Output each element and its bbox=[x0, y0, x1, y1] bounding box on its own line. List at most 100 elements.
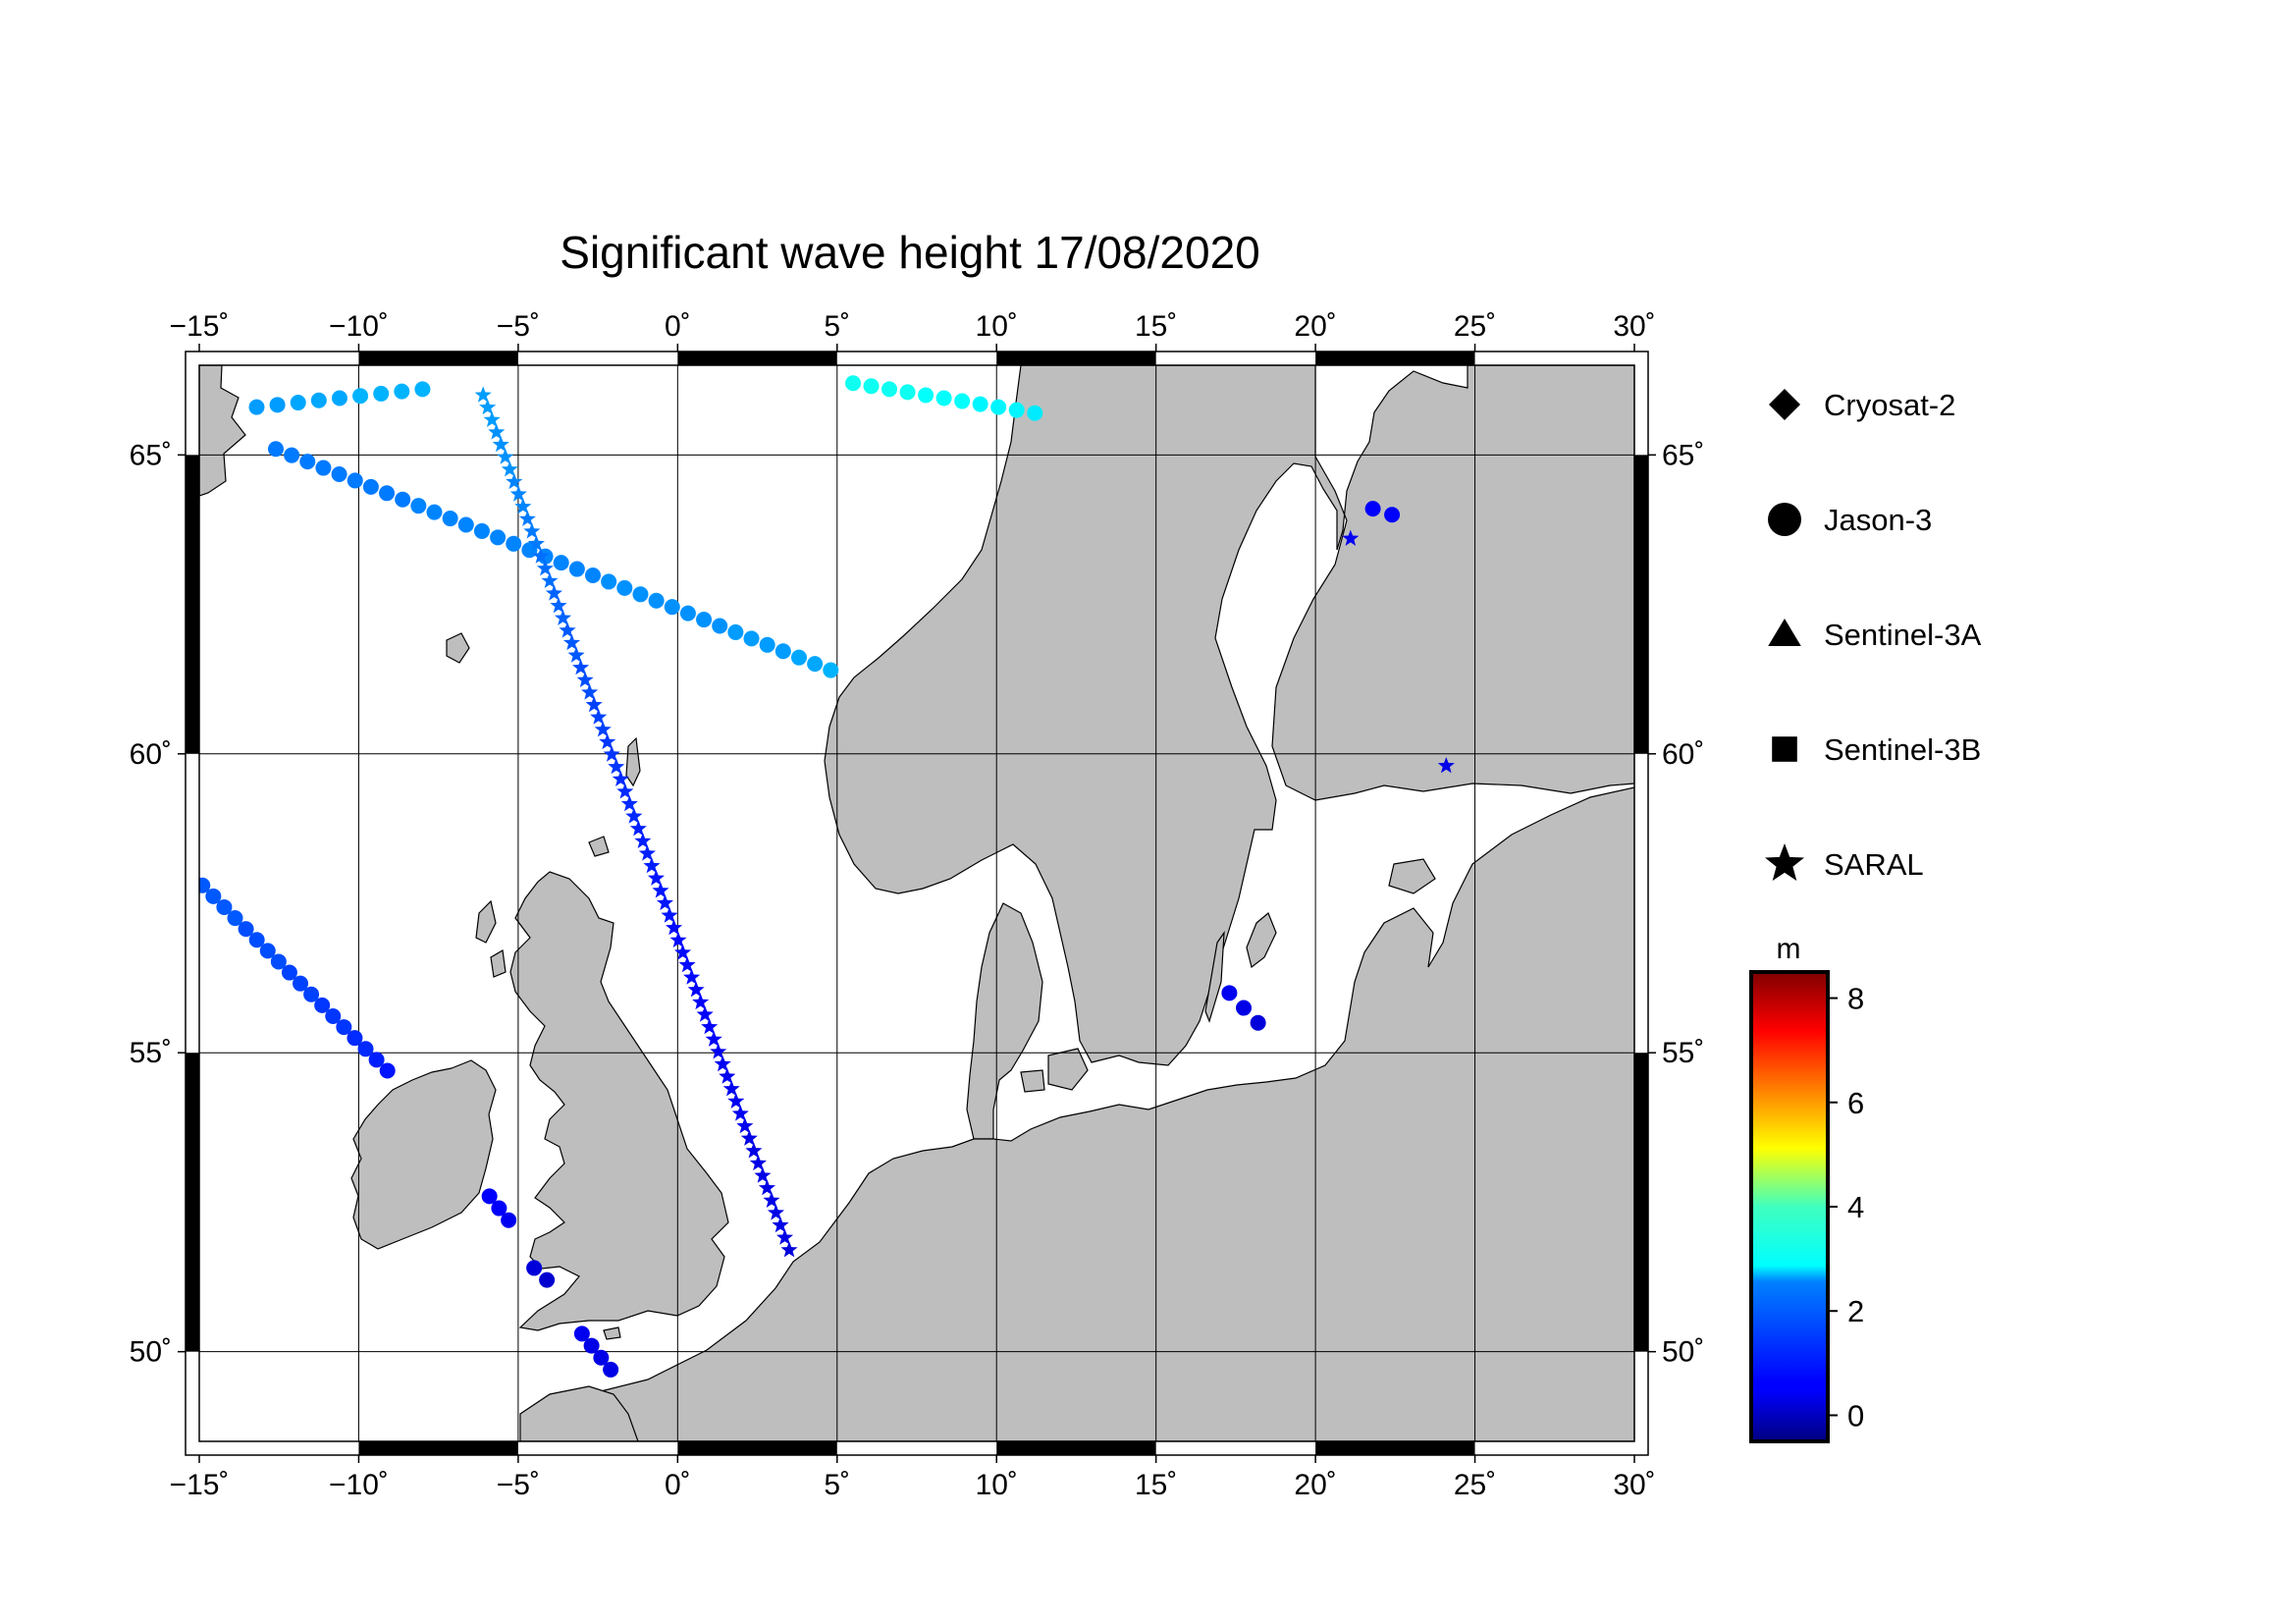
frame-bar-right bbox=[1634, 455, 1648, 754]
lon-label-bottom: 0˚ bbox=[665, 1469, 691, 1501]
data-point-circle bbox=[568, 561, 585, 577]
legend-label: Sentinel-3B bbox=[1824, 732, 1981, 767]
data-point-star bbox=[608, 758, 625, 775]
data-point-star bbox=[518, 510, 536, 526]
legend-triangle-icon bbox=[1768, 619, 1801, 646]
lon-label-bottom: 30˚ bbox=[1613, 1469, 1655, 1501]
data-point-star bbox=[727, 1092, 745, 1109]
lat-label-left: 50˚ bbox=[130, 1336, 172, 1369]
data-point-star bbox=[731, 1105, 749, 1121]
data-point-circle bbox=[238, 921, 254, 938]
data-point-circle bbox=[379, 485, 396, 502]
data-point-circle bbox=[935, 390, 952, 406]
lon-label-bottom: −5˚ bbox=[497, 1469, 540, 1501]
data-point-circle bbox=[347, 472, 363, 489]
axis-tick-labels: −15˚ −15˚ −10˚ −10˚ −5˚ −5˚ 0˚ 0˚ 5˚ 5˚ 10˚ 10˚ 15˚ 1… bbox=[130, 310, 1705, 1501]
land-faroe bbox=[446, 632, 470, 664]
data-point-star bbox=[780, 1241, 798, 1258]
data-point-circle bbox=[303, 986, 320, 1002]
data-point-star bbox=[501, 460, 518, 477]
colorbar-tick-label: 4 bbox=[1847, 1190, 1864, 1224]
data-point-circle bbox=[881, 381, 898, 398]
lat-label-left: 60˚ bbox=[130, 738, 172, 771]
data-point-circle bbox=[712, 618, 728, 634]
data-point-star bbox=[661, 906, 678, 923]
land-great-britain bbox=[509, 871, 729, 1331]
data-point-star bbox=[625, 807, 643, 824]
lon-label-bottom: −10˚ bbox=[329, 1469, 389, 1501]
data-point-star bbox=[585, 695, 603, 713]
data-point-circle bbox=[585, 567, 602, 583]
data-point-circle bbox=[759, 636, 775, 653]
lat-label-right: 65˚ bbox=[1662, 439, 1704, 471]
data-point-star bbox=[576, 671, 594, 687]
lon-label-top: −15˚ bbox=[170, 310, 230, 343]
data-point-circle bbox=[899, 384, 916, 401]
lon-label-top: 20˚ bbox=[1294, 310, 1336, 343]
frame-bar-top bbox=[996, 352, 1156, 365]
frame-bar-bottom bbox=[1315, 1441, 1475, 1455]
land-orkney bbox=[588, 836, 610, 857]
frame-outer bbox=[185, 351, 1649, 1456]
data-point-circle bbox=[823, 662, 839, 678]
land-saaremaa bbox=[1388, 858, 1436, 894]
data-point-circle bbox=[972, 396, 988, 412]
data-point-star bbox=[692, 993, 710, 1010]
legend-star-icon bbox=[1765, 843, 1804, 881]
data-point-star bbox=[536, 560, 554, 576]
lon-label-top: 10˚ bbox=[976, 310, 1018, 343]
data-point-circle bbox=[284, 447, 300, 463]
data-point-star bbox=[612, 770, 629, 786]
lon-label-top: −10˚ bbox=[329, 310, 389, 343]
data-point-star bbox=[722, 1080, 740, 1097]
data-point-circle bbox=[774, 643, 791, 660]
data-point-circle bbox=[216, 898, 233, 915]
data-point-star bbox=[506, 472, 523, 490]
track-saral bbox=[1342, 529, 1360, 546]
lon-label-bottom: −15˚ bbox=[170, 1469, 230, 1501]
data-point-star bbox=[599, 732, 616, 750]
land-danish-islands bbox=[1020, 1048, 1089, 1093]
data-point-circle bbox=[481, 1188, 498, 1205]
data-point-circle bbox=[616, 579, 633, 596]
lat-label-right: 50˚ bbox=[1662, 1336, 1704, 1369]
lon-label-top: 0˚ bbox=[665, 310, 691, 343]
land-continental-europe bbox=[519, 786, 1634, 1441]
data-point-star bbox=[479, 399, 497, 415]
lat-label-left: 55˚ bbox=[130, 1037, 172, 1069]
map-border bbox=[178, 344, 1656, 1463]
legend-circle-icon bbox=[1768, 503, 1801, 536]
data-point-star bbox=[541, 571, 559, 588]
data-point-circle bbox=[727, 623, 744, 640]
colorbar-tick-label: 0 bbox=[1847, 1398, 1864, 1433]
land-scandinavia bbox=[824, 365, 1634, 1066]
legend-label: Sentinel-3A bbox=[1824, 618, 1982, 652]
lon-label-bottom: 15˚ bbox=[1135, 1469, 1177, 1501]
data-point-star bbox=[532, 547, 550, 564]
data-point-circle bbox=[394, 383, 410, 400]
data-point-star bbox=[656, 893, 673, 911]
data-point-circle bbox=[491, 1200, 507, 1217]
lon-label-bottom: 20˚ bbox=[1294, 1469, 1336, 1501]
lon-label-top: 5˚ bbox=[824, 310, 850, 343]
data-point-star bbox=[616, 783, 634, 799]
data-point-star bbox=[696, 1005, 714, 1022]
frame-bar-right bbox=[1634, 1053, 1648, 1352]
data-point-star bbox=[701, 1018, 719, 1035]
data-point-circle bbox=[331, 390, 347, 406]
colorbar-ticks: 0 2 4 6 8 bbox=[1828, 982, 1864, 1433]
data-point-star bbox=[559, 622, 576, 638]
track-jason-3 bbox=[1221, 985, 1266, 1031]
data-point-star bbox=[776, 1228, 794, 1245]
data-point-circle bbox=[290, 395, 306, 411]
data-point-star bbox=[749, 1154, 767, 1171]
data-point-circle bbox=[664, 599, 680, 616]
data-point-circle bbox=[267, 441, 284, 458]
colorbar-tick-label: 2 bbox=[1847, 1294, 1864, 1328]
data-point-circle bbox=[199, 877, 211, 893]
data-point-star bbox=[745, 1142, 763, 1159]
data-point-star bbox=[567, 646, 585, 663]
data-point-circle bbox=[583, 1337, 600, 1354]
legend-label: Cryosat-2 bbox=[1824, 388, 1955, 422]
map-title: Significant wave height 17/08/2020 bbox=[560, 227, 1260, 278]
